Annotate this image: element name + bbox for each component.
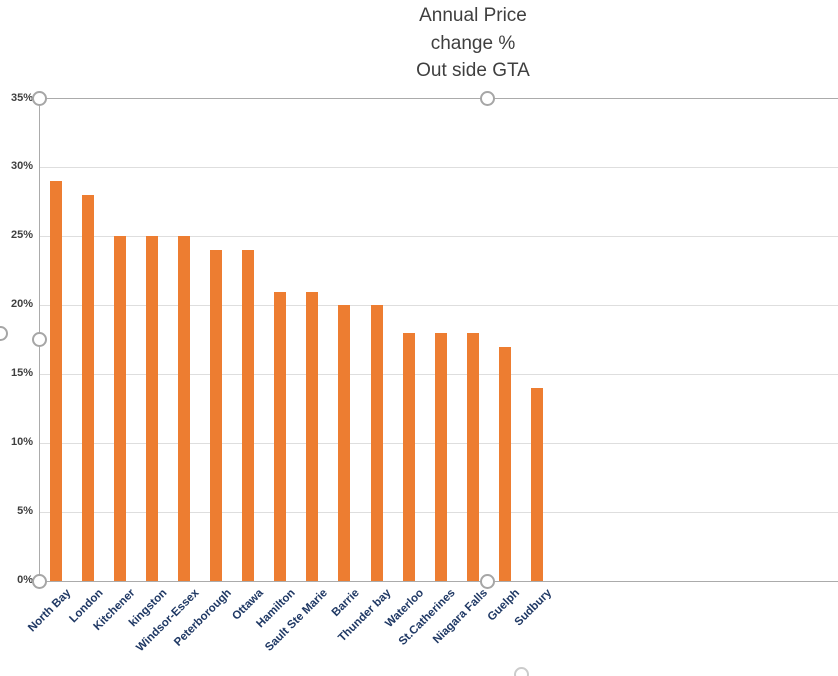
chart-title[interactable]: Annual Price change % Out side GTA xyxy=(416,5,530,81)
plot-border-line xyxy=(39,98,838,99)
bar[interactable] xyxy=(178,236,191,581)
gridline xyxy=(39,235,838,237)
bar[interactable] xyxy=(274,291,287,581)
selection-handle-top-middle[interactable] xyxy=(480,91,495,106)
category-label: North Bay xyxy=(26,587,74,635)
bar[interactable] xyxy=(498,346,511,581)
selection-handle-bottom-left[interactable] xyxy=(31,573,47,589)
y-axis-tick-label: 30% xyxy=(10,160,33,173)
bar[interactable] xyxy=(114,236,127,581)
bar[interactable] xyxy=(338,305,351,581)
selection-handle-bottom-middle[interactable] xyxy=(480,573,495,589)
bar[interactable] xyxy=(210,250,223,581)
y-axis-tick-label: 25% xyxy=(10,229,33,242)
bar[interactable] xyxy=(146,236,159,581)
bar[interactable] xyxy=(370,305,383,581)
y-axis-tick-label: 10% xyxy=(10,436,33,449)
bar[interactable] xyxy=(530,388,543,581)
y-axis-tick-label: 15% xyxy=(10,367,33,380)
gridline xyxy=(39,166,838,168)
bar[interactable] xyxy=(466,332,479,581)
category-label: St.Catherines xyxy=(397,587,459,648)
selection-handle-top-left[interactable] xyxy=(31,91,47,106)
y-axis-tick-label: 5% xyxy=(17,505,33,518)
category-label: Peterborough xyxy=(171,587,234,649)
bar[interactable] xyxy=(242,250,255,581)
y-axis-tick-label: 35% xyxy=(10,91,33,104)
y-axis-tick-label: 20% xyxy=(10,298,33,311)
plot-border-line xyxy=(39,580,838,582)
bar[interactable] xyxy=(402,332,415,581)
category-label: Sault Ste Marie xyxy=(263,587,330,654)
chart-edge-handle-bottom[interactable] xyxy=(513,666,529,676)
chart-edge-handle-left[interactable] xyxy=(0,325,8,341)
bar[interactable] xyxy=(434,332,447,581)
bar[interactable] xyxy=(82,195,95,581)
selection-handle-left-middle[interactable] xyxy=(31,332,47,348)
bar[interactable] xyxy=(306,291,319,581)
bar[interactable] xyxy=(50,181,62,581)
gridline xyxy=(39,304,838,306)
y-axis-tick-label: 0% xyxy=(17,574,33,586)
